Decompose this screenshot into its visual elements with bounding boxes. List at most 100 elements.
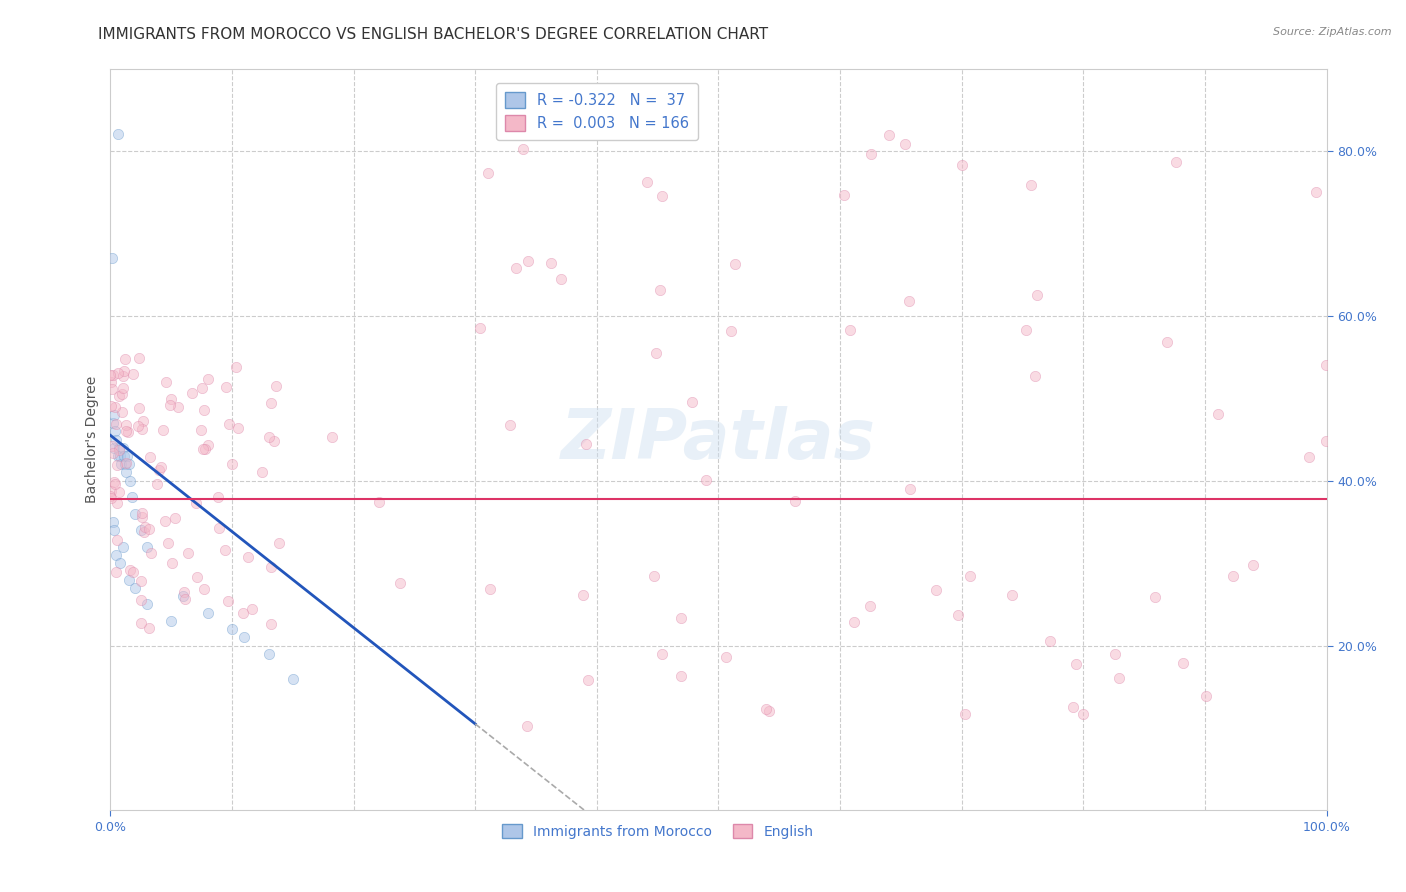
Point	[953, 706, 976, 721]
Point	[114, 364, 136, 378]
Point	[470, 321, 492, 335]
Point	[155, 375, 177, 389]
Point	[643, 568, 665, 582]
Point	[134, 524, 156, 539]
Point	[112, 449, 135, 463]
Point	[148, 463, 170, 477]
Point	[108, 485, 131, 500]
Point	[1064, 657, 1087, 672]
Point	[671, 611, 693, 625]
Point	[100, 400, 122, 414]
Point	[131, 510, 153, 524]
Point	[477, 166, 499, 180]
Point	[129, 574, 152, 588]
Point	[115, 424, 138, 438]
Point	[321, 430, 343, 444]
Text: Source: ZipAtlas.com: Source: ZipAtlas.com	[1274, 27, 1392, 37]
Point	[139, 546, 162, 560]
Point	[197, 438, 219, 452]
Point	[193, 582, 215, 596]
Point	[1195, 690, 1218, 704]
Point	[176, 546, 198, 560]
Point	[250, 466, 273, 480]
Point	[112, 369, 135, 384]
Point	[225, 359, 247, 374]
Point	[104, 417, 127, 431]
Point	[107, 366, 129, 380]
Point	[173, 585, 195, 599]
Point	[1173, 656, 1195, 670]
Point	[267, 536, 290, 550]
Point	[165, 511, 187, 525]
Point	[645, 346, 668, 360]
Point	[217, 594, 239, 608]
Point	[107, 128, 129, 142]
Point	[124, 507, 146, 521]
Point	[153, 514, 176, 528]
Point	[172, 589, 194, 603]
Point	[499, 418, 522, 433]
Point	[959, 569, 981, 583]
Point	[190, 423, 212, 437]
Point	[146, 477, 169, 491]
Point	[576, 673, 599, 688]
Point	[180, 385, 202, 400]
Point	[859, 599, 882, 613]
Point	[877, 128, 900, 142]
Point	[505, 261, 527, 276]
Point	[132, 414, 155, 428]
Point	[575, 437, 598, 451]
Point	[103, 408, 125, 422]
Point	[157, 536, 180, 550]
Point	[1315, 358, 1337, 372]
Point	[785, 494, 807, 508]
Point	[128, 401, 150, 415]
Point	[259, 617, 281, 632]
Point	[101, 446, 124, 460]
Point	[228, 421, 250, 435]
Point	[842, 615, 865, 630]
Point	[167, 401, 190, 415]
Point	[115, 418, 138, 433]
Point	[260, 396, 283, 410]
Point	[115, 466, 138, 480]
Point	[108, 442, 131, 457]
Point	[859, 146, 882, 161]
Point	[131, 506, 153, 520]
Point	[103, 523, 125, 537]
Point	[681, 394, 703, 409]
Text: ZIPatlas: ZIPatlas	[561, 406, 876, 473]
Point	[108, 556, 131, 570]
Point	[1206, 407, 1229, 421]
Point	[100, 368, 122, 383]
Point	[478, 582, 501, 597]
Point	[127, 418, 149, 433]
Legend: Immigrants from Morocco, English: Immigrants from Morocco, English	[496, 819, 818, 845]
Point	[124, 581, 146, 595]
Point	[159, 398, 181, 412]
Point	[101, 515, 124, 529]
Point	[240, 602, 263, 616]
Point	[215, 380, 238, 394]
Point	[755, 701, 778, 715]
Point	[894, 137, 917, 152]
Point	[207, 521, 229, 535]
Point	[651, 189, 673, 203]
Point	[100, 491, 122, 505]
Point	[160, 392, 183, 406]
Point	[898, 483, 921, 497]
Point	[115, 456, 138, 470]
Point	[139, 450, 162, 464]
Point	[207, 490, 229, 504]
Point	[1315, 434, 1337, 449]
Point	[260, 560, 283, 574]
Point	[134, 520, 156, 534]
Point	[111, 441, 134, 455]
Point	[1104, 647, 1126, 661]
Point	[925, 582, 948, 597]
Point	[160, 614, 183, 628]
Point	[516, 254, 538, 268]
Point	[540, 256, 562, 270]
Point	[111, 387, 134, 401]
Point	[194, 442, 217, 456]
